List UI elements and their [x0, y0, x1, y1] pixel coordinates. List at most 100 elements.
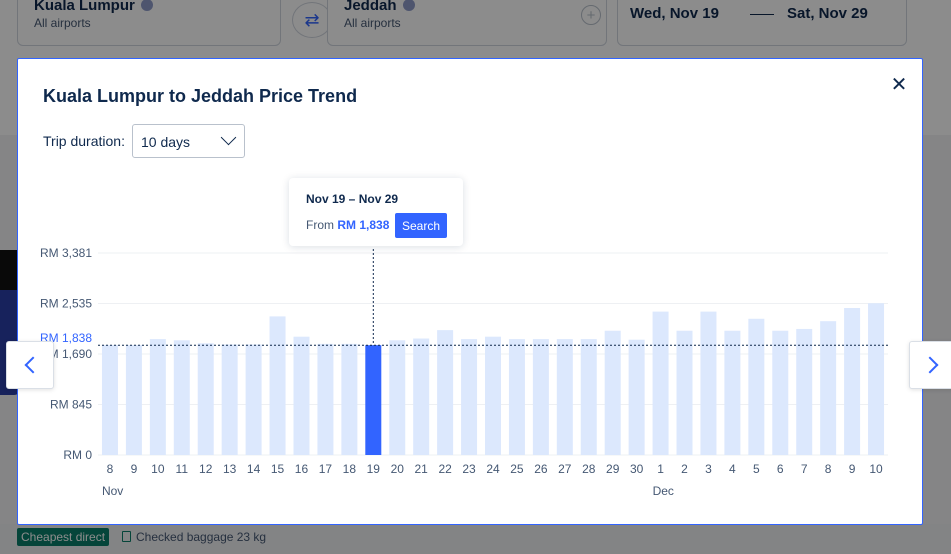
- bar[interactable]: [556, 339, 573, 455]
- x-tick-label: 19: [367, 462, 381, 476]
- add-icon[interactable]: +: [581, 5, 601, 25]
- bar[interactable]: [173, 340, 190, 455]
- return-date: Sat, Nov 29: [787, 5, 868, 22]
- price-trend-modal: Kuala Lumpur to Jeddah Price Trend ✕ Tri…: [6, 58, 951, 525]
- bar[interactable]: [485, 336, 501, 455]
- bar[interactable]: [341, 343, 358, 455]
- bar[interactable]: [437, 330, 454, 455]
- bar-selected[interactable]: [365, 345, 382, 455]
- x-tick-label: 7: [801, 462, 808, 476]
- trip-duration-value: 10 days: [141, 134, 191, 150]
- luggage-icon: [122, 531, 131, 542]
- swap-icon[interactable]: ⇄: [292, 2, 332, 38]
- x-tick-label: 27: [558, 462, 572, 476]
- dest-sub: All airports: [344, 16, 401, 30]
- x-tick-label: 9: [849, 462, 856, 476]
- x-tick-label: 8: [107, 462, 114, 476]
- tooltip-search-button[interactable]: Search: [395, 213, 447, 238]
- trip-duration-select[interactable]: 10 days: [132, 124, 245, 158]
- x-tick-label: 23: [462, 462, 476, 476]
- depart-date: Wed, Nov 19: [630, 5, 719, 22]
- date-separator: [750, 14, 774, 15]
- side-banner-top: [0, 250, 20, 290]
- bar[interactable]: [748, 318, 765, 455]
- x-tick-label: 24: [486, 462, 500, 476]
- origin-sub: All airports: [34, 16, 91, 30]
- chevron-left-icon: [24, 356, 42, 374]
- x-tick-label: 5: [753, 462, 760, 476]
- x-tick-label: 15: [271, 462, 285, 476]
- bar[interactable]: [628, 339, 645, 455]
- x-tick-label: 12: [199, 462, 213, 476]
- bar[interactable]: [221, 344, 238, 455]
- x-tick-label: 26: [534, 462, 548, 476]
- y-tick-label: RM 845: [50, 398, 92, 412]
- x-tick-label: 13: [223, 462, 237, 476]
- destination-field[interactable]: Jeddah All airports +: [327, 0, 607, 46]
- x-tick-label: 28: [582, 462, 596, 476]
- bar[interactable]: [101, 345, 118, 455]
- x-tick-label: 6: [777, 462, 784, 476]
- bar[interactable]: [604, 330, 621, 455]
- dates-field[interactable]: Wed, Nov 19 Sat, Nov 29: [617, 0, 907, 46]
- bar[interactable]: [796, 328, 813, 455]
- y-tick-label: RM 2,535: [40, 297, 92, 311]
- bar[interactable]: [149, 339, 166, 455]
- next-button[interactable]: [909, 341, 951, 389]
- y-tick-label: RM 0: [63, 448, 92, 462]
- bar[interactable]: [197, 343, 214, 455]
- tooltip-price: RM 1,838: [337, 218, 390, 232]
- x-tick-label: 18: [343, 462, 357, 476]
- bar[interactable]: [868, 303, 885, 455]
- bar[interactable]: [772, 330, 789, 455]
- bar[interactable]: [317, 343, 334, 455]
- y-tick-label: RM 3,381: [40, 246, 92, 260]
- x-tick-label: 20: [391, 462, 405, 476]
- price-tooltip: Nov 19 – Nov 29 From RM 1,838 Search: [289, 178, 463, 246]
- x-tick-label: 2: [681, 462, 688, 476]
- bar[interactable]: [508, 339, 525, 455]
- info-icon: [140, 0, 153, 11]
- bar[interactable]: [724, 330, 741, 455]
- close-icon[interactable]: ✕: [890, 74, 908, 96]
- trip-duration-label: Trip duration:: [43, 133, 125, 149]
- dest-city: Jeddah: [344, 0, 397, 14]
- bar[interactable]: [293, 336, 310, 455]
- bar[interactable]: [461, 339, 478, 455]
- bar[interactable]: [269, 316, 286, 455]
- tooltip-dates: Nov 19 – Nov 29: [306, 192, 399, 206]
- bar[interactable]: [700, 311, 717, 455]
- chevron-right-icon: [921, 356, 939, 374]
- bar[interactable]: [676, 330, 693, 455]
- x-tick-label: 4: [729, 462, 736, 476]
- bar[interactable]: [580, 339, 597, 455]
- x-tick-label: 10: [151, 462, 165, 476]
- bar[interactable]: [820, 321, 837, 455]
- modal-title: Kuala Lumpur to Jeddah Price Trend: [43, 86, 358, 106]
- tooltip-from-label: From: [306, 218, 334, 232]
- x-tick-label: 8: [825, 462, 832, 476]
- baggage-text: Checked baggage 23 kg: [136, 530, 267, 544]
- origin-field[interactable]: Kuala Lumpur All airports: [17, 0, 281, 46]
- bar[interactable]: [245, 344, 262, 455]
- x-tick-label: 3: [705, 462, 712, 476]
- result-strip: [0, 524, 951, 554]
- bar[interactable]: [652, 311, 669, 455]
- prev-button[interactable]: [6, 341, 54, 389]
- bar[interactable]: [844, 308, 861, 455]
- bar[interactable]: [413, 338, 430, 455]
- x-tick-label: 16: [295, 462, 309, 476]
- bar[interactable]: [532, 339, 549, 455]
- x-tick-label: 14: [247, 462, 261, 476]
- x-tick-label: 30: [630, 462, 644, 476]
- baggage-info: Checked baggage 23 kg: [122, 530, 266, 544]
- x-tick-label: 9: [131, 462, 138, 476]
- month-label: Dec: [653, 484, 674, 498]
- x-tick-label: 17: [319, 462, 333, 476]
- bar[interactable]: [125, 345, 142, 455]
- x-tick-label: 29: [606, 462, 620, 476]
- x-tick-label: 10: [869, 462, 883, 476]
- month-label: Nov: [102, 484, 123, 498]
- bar[interactable]: [389, 340, 406, 455]
